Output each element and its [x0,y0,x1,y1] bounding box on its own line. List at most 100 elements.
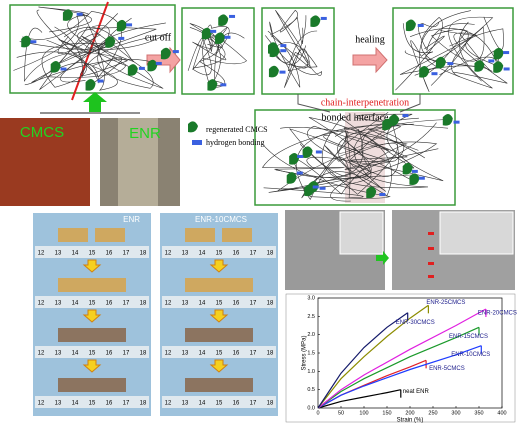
hbond [315,150,322,154]
arrow [82,359,102,373]
hbond [503,67,510,71]
chain-label: chain-interpenetration [321,97,409,108]
step-label: cut off [145,32,172,43]
ruler-number: 17 [123,351,130,357]
ruler-number: 15 [89,251,96,257]
hbond [411,169,418,173]
polymer-chain [270,42,318,68]
hbond [280,44,287,48]
ruler-number: 12 [165,251,172,257]
ruler [35,296,149,308]
source-label: ENR [129,125,161,142]
ruler-number: 18 [140,301,147,307]
ruler-number: 13 [55,301,62,307]
cmcs-blob [105,36,116,48]
cmcs-blob [366,186,377,199]
polymer-chain [301,119,448,199]
ruler-number: 16 [233,251,240,257]
ruler-number: 16 [233,351,240,357]
polymer-chain [289,117,419,182]
hbond [379,192,386,196]
ruler-number: 17 [250,301,257,307]
legend-label: hydrogen bonding [206,138,264,147]
polymer-chain [48,27,157,78]
sample-strip [95,228,125,242]
ruler [162,346,276,358]
sample-strip [58,378,126,392]
ruler [35,396,149,408]
cmcs-blob [302,146,313,158]
ruler-number: 15 [216,301,223,307]
ruler-number: 17 [123,251,130,257]
ruler-number: 15 [216,251,223,257]
hbond [229,14,236,18]
ruler-number: 14 [199,301,206,307]
x-axis-label: Strain (%) [397,418,424,423]
ruler-number: 13 [55,401,62,407]
connector [399,94,421,113]
arrow [209,359,229,373]
series-label: ENR-10CMCS [451,352,490,358]
hbond [431,72,438,76]
sample-strip [58,328,126,342]
ruler-number: 18 [267,401,274,407]
hbond [118,36,125,40]
ruler-number: 15 [216,351,223,357]
x-tick-label: 0 [316,410,319,416]
ruler [35,346,149,358]
tree-trunk [118,118,158,206]
series-line [317,389,401,409]
polymer-chain [399,34,493,75]
interface-label: bonded interface [322,112,389,123]
ruler-number: 14 [199,351,206,357]
cmcs-blob [493,61,504,73]
ruler-number: 16 [106,351,113,357]
ruler [162,396,276,408]
ruler-number: 18 [140,351,147,357]
cmcs-blob [62,9,73,21]
arrow [209,309,229,323]
ruler-number: 15 [216,401,223,407]
ruler-number: 16 [106,251,113,257]
y-axis-label: Stress (MPa) [302,335,308,370]
x-tick-label: 100 [359,410,368,416]
arrow [83,92,107,112]
hbond [280,49,287,53]
polymer-chain [82,13,123,91]
cmcs-blob [160,47,171,60]
hbond [320,16,327,20]
hbond [297,155,304,159]
ruler-number: 14 [72,251,79,257]
series-label: ENR-15CMCS [449,334,488,340]
cmcs-blob [442,113,453,126]
y-tick-label: 3.0 [307,295,315,301]
legend-symbol [188,121,198,133]
ruler-number: 14 [72,351,79,357]
arrow [352,46,388,74]
cmcs-blob [147,59,158,72]
ruler-number: 13 [182,351,189,357]
cmcs-blob [50,61,61,73]
cmcs-blob [389,114,400,127]
ruler-number: 14 [72,401,79,407]
legend-symbol [192,140,202,145]
polymer-chain [261,122,393,178]
y-tick-label: 0.5 [307,387,315,393]
hbond [97,79,104,83]
ruler-number: 18 [140,251,147,257]
ruler-number: 17 [250,251,257,257]
ruler-number: 13 [182,401,189,407]
ruler-number: 13 [55,251,62,257]
step-label: healing [355,34,384,45]
hbond [172,50,179,54]
arrow [82,259,102,273]
series-line [317,345,482,409]
x-tick-label: 200 [405,410,414,416]
ruler-number: 16 [233,401,240,407]
hbond [453,120,460,124]
y-tick-label: 0.0 [307,405,315,411]
ruler-number: 18 [140,401,147,407]
sample-strip [185,378,253,392]
cmcs-blob [269,45,280,58]
